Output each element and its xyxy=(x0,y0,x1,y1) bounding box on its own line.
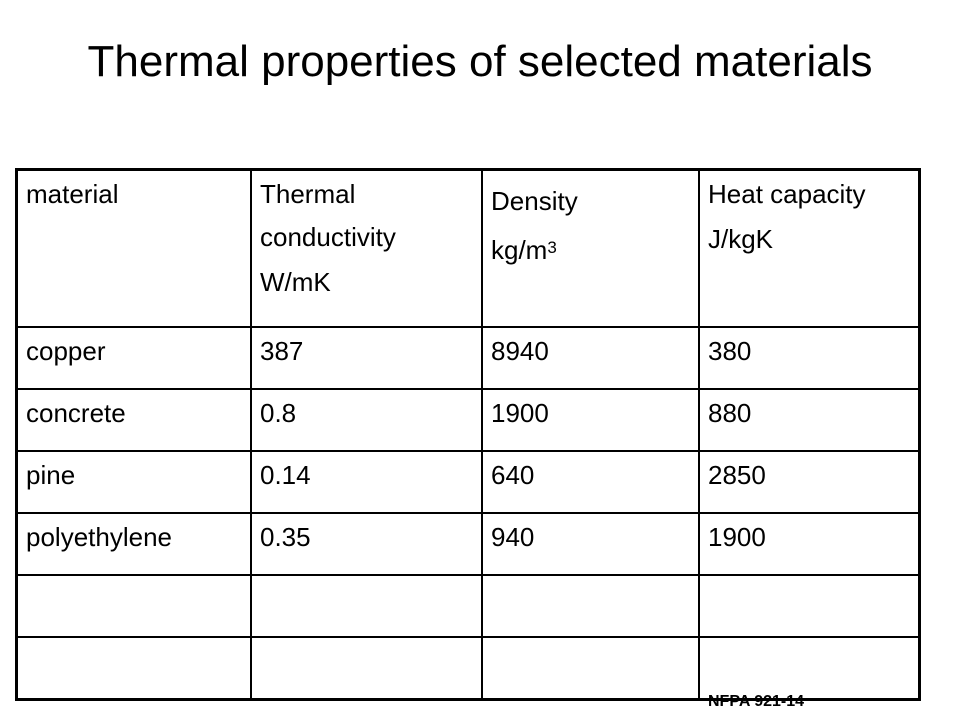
value-cell: 0.8 xyxy=(250,388,483,452)
header-row: material Thermal conductivity W/mK Densit… xyxy=(15,168,921,328)
table-header: material Thermal conductivity W/mK Densit… xyxy=(15,168,921,328)
value-cell: 380 xyxy=(698,326,921,390)
header-name: Heat capacity xyxy=(708,179,866,209)
header-unit: W/mK xyxy=(260,267,331,297)
table-row: concrete 0.8 1900 880 xyxy=(15,388,921,452)
material-cell: concrete xyxy=(15,388,252,452)
empty-cell xyxy=(481,574,700,638)
value-cell: 0.35 xyxy=(250,512,483,576)
properties-table: material Thermal conductivity W/mK Densit… xyxy=(15,168,921,701)
header-cell: Heat capacity J/kgK xyxy=(698,168,921,328)
value-cell: 1900 xyxy=(481,388,700,452)
unit-base: kg/m xyxy=(491,235,548,265)
empty-cell xyxy=(250,574,483,638)
value-cell: 2850 xyxy=(698,450,921,514)
source-note: NFPA 921-14 xyxy=(708,693,805,710)
material-cell: pine xyxy=(15,450,252,514)
empty-cell xyxy=(698,636,921,701)
empty-cell xyxy=(15,636,252,701)
value-cell: 640 xyxy=(481,450,700,514)
empty-cell xyxy=(698,574,921,638)
header-name: material xyxy=(26,179,119,209)
header-cell: Thermal conductivity W/mK xyxy=(250,168,483,328)
empty-row xyxy=(15,636,921,701)
value-cell: 387 xyxy=(250,326,483,390)
empty-cell xyxy=(481,636,700,701)
empty-rows xyxy=(15,574,921,701)
header-name: Thermal conductivity xyxy=(260,179,396,252)
value-cell: 8940 xyxy=(481,326,700,390)
empty-cell xyxy=(250,636,483,701)
table-row: pine 0.14 640 2850 xyxy=(15,450,921,514)
value-cell: 940 xyxy=(481,512,700,576)
header-cell: Density kg/m3 xyxy=(481,168,700,328)
unit-exponent: 3 xyxy=(547,238,557,257)
header-name: Density xyxy=(491,186,578,216)
material-cell: copper xyxy=(15,326,252,390)
material-cell: polyethylene xyxy=(15,512,252,576)
table-row: copper 387 8940 380 xyxy=(15,326,921,390)
header-cell: material xyxy=(15,168,252,328)
value-cell: 1900 xyxy=(698,512,921,576)
empty-row xyxy=(15,574,921,638)
header-unit: J/kgK xyxy=(708,224,774,254)
value-cell: 0.14 xyxy=(250,450,483,514)
table-body: copper 387 8940 380 concrete 0.8 1900 880 pine 0.… xyxy=(15,326,921,576)
header-unit: kg/m3 xyxy=(491,233,690,265)
table-row: polyethylene 0.35 940 1900 xyxy=(15,512,921,576)
slide-title: Thermal properties of selected materials xyxy=(87,37,873,86)
empty-cell xyxy=(15,574,252,638)
value-cell: 880 xyxy=(698,388,921,452)
